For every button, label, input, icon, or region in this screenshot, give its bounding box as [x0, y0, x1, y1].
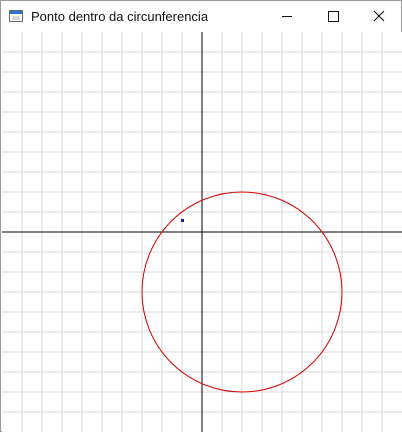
title-bar[interactable]: Ponto dentro da circunferencia	[1, 1, 401, 32]
canvas-drawing	[2, 32, 402, 432]
window-title: Ponto dentro da circunferencia	[31, 9, 209, 24]
point	[181, 219, 184, 222]
close-button[interactable]	[356, 1, 402, 32]
maximize-button[interactable]	[310, 1, 356, 32]
minimize-icon	[282, 16, 292, 17]
maximize-icon	[328, 11, 339, 22]
minimize-button[interactable]	[264, 1, 310, 32]
close-icon	[373, 10, 385, 22]
drawing-canvas[interactable]	[2, 32, 402, 432]
window-app-icon	[9, 10, 23, 22]
circle	[141, 191, 343, 393]
